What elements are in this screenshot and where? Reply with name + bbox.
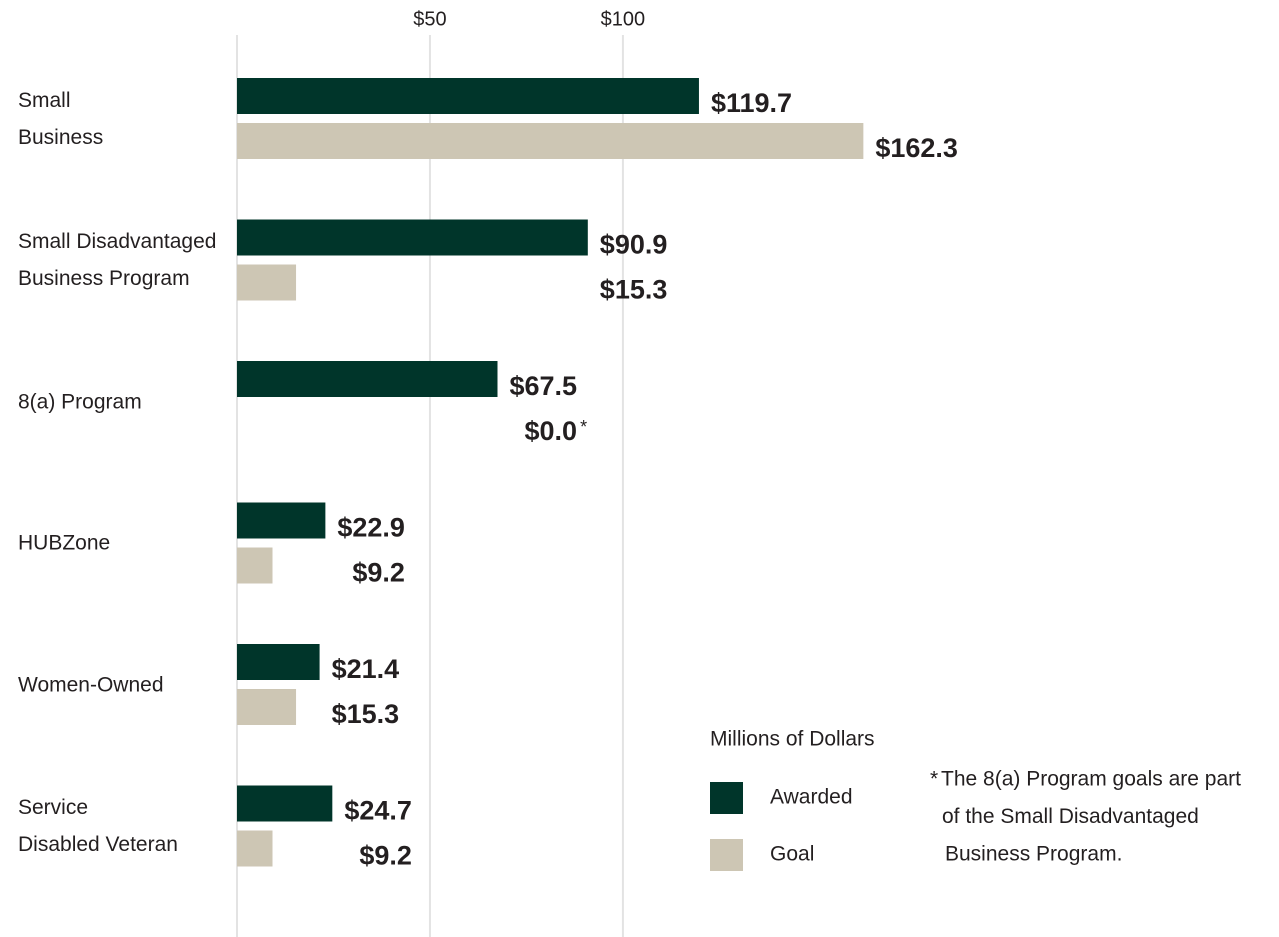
value-label: $162.3 [875, 133, 958, 163]
value-label: $9.2 [352, 558, 405, 588]
footnote: of the Small Disadvantaged [942, 805, 1199, 828]
footnote: Business Program. [945, 843, 1122, 866]
bar [237, 361, 498, 397]
value-label: $15.3 [332, 699, 400, 729]
bar [237, 830, 273, 867]
value-label: $119.7 [711, 88, 792, 118]
x-tick-label: $50 [413, 8, 446, 30]
value-label: $9.2 [359, 841, 412, 871]
category-label: 8(a) Program [18, 390, 142, 413]
bar [237, 264, 297, 301]
category-label: Service Disabled Veteran [18, 796, 178, 856]
bar [237, 123, 864, 159]
footnote-marker: * [930, 768, 938, 791]
bar [237, 644, 320, 680]
x-tick-label: $100 [601, 8, 646, 30]
value-label: $0.0 [525, 416, 578, 446]
bar [237, 547, 273, 584]
value-label: $22.9 [337, 513, 405, 543]
category-label: Small Business [18, 88, 104, 149]
value-label: $24.7 [344, 796, 412, 826]
bar [237, 78, 699, 114]
value-label: $67.5 [510, 371, 578, 401]
legend-swatch [710, 839, 743, 871]
value-label: $21.4 [332, 654, 400, 684]
legend-title: Millions of Dollars [710, 728, 875, 751]
category-label: Women-Owned [18, 673, 164, 696]
category-label: HUBZone [18, 531, 111, 555]
value-label: $15.3 [600, 275, 668, 305]
legend-label: Awarded [770, 786, 853, 809]
footnote-marker: * [580, 417, 587, 437]
legend-swatch [710, 782, 743, 814]
legend-label: Goal [770, 843, 814, 866]
category-label: Small Disadvantaged Business Program [18, 230, 217, 290]
bar [237, 785, 333, 822]
bar [237, 502, 326, 539]
bar [237, 689, 297, 725]
value-label: $90.9 [600, 230, 668, 260]
bar [237, 219, 588, 256]
footnote: The 8(a) Program goals are part [941, 768, 1241, 791]
